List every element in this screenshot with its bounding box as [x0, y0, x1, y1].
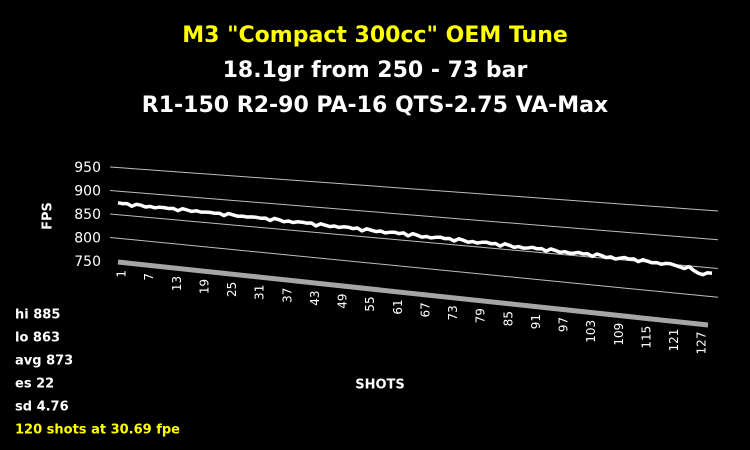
- x-tick-label: 97: [557, 317, 571, 332]
- stat-annotation: es 22: [15, 377, 54, 392]
- x-tick-label: 109: [612, 323, 626, 346]
- x-tick-label: 43: [308, 291, 322, 306]
- x-tick-label: 49: [336, 293, 350, 308]
- grid-line: [109, 213, 719, 269]
- chart-subtitle: 18.1gr from 250 - 73 bar: [223, 58, 528, 83]
- x-tick-label: 73: [446, 305, 460, 320]
- x-tick-label: 115: [639, 326, 653, 349]
- x-tick-label: 25: [225, 282, 239, 297]
- data-line: [117, 201, 713, 277]
- y-tick-label: 850: [74, 207, 101, 223]
- x-tick-label: 31: [253, 285, 267, 300]
- x-tick-label: 79: [474, 308, 488, 323]
- stat-annotation: sd 4.76: [15, 400, 69, 415]
- stat-annotation: hi 885: [15, 308, 60, 323]
- x-tick-label: 19: [197, 279, 211, 294]
- grid-line: [109, 237, 719, 298]
- x-tick-label: 103: [584, 320, 598, 343]
- x-tick-label: 13: [170, 276, 184, 291]
- y-tick-label: 750: [74, 254, 101, 270]
- stat-annotation: avg 873: [15, 354, 73, 369]
- x-tick-label: 121: [667, 329, 681, 352]
- y-axis-label: FPS: [41, 202, 56, 230]
- y-tick-label: 950: [74, 160, 101, 176]
- stat-annotation: lo 863: [15, 331, 60, 346]
- x-tick-label: 91: [529, 314, 543, 329]
- x-tick-label: 61: [391, 299, 405, 314]
- x-axis: [117, 259, 709, 328]
- chart-subtitle: R1-150 R2-90 PA-16 QTS-2.75 VA-Max: [142, 93, 608, 118]
- x-tick-label: 7: [142, 273, 156, 281]
- stat-annotation: 120 shots at 30.69 fpe: [15, 423, 180, 438]
- x-tick-label: 37: [280, 288, 294, 303]
- x-tick-label: 1: [115, 270, 129, 278]
- grid-line: [109, 166, 719, 212]
- x-axis-label: SHOTS: [355, 378, 405, 393]
- x-tick-label: 85: [501, 311, 515, 326]
- x-tick-label: 67: [418, 302, 432, 317]
- x-tick-label: 55: [363, 296, 377, 311]
- y-tick-label: 800: [74, 231, 101, 247]
- grid-line: [109, 190, 719, 241]
- chart-title: M3 "Compact 300cc" OEM Tune: [182, 23, 568, 48]
- y-tick-label: 900: [74, 184, 101, 200]
- x-tick-label: 127: [695, 332, 709, 355]
